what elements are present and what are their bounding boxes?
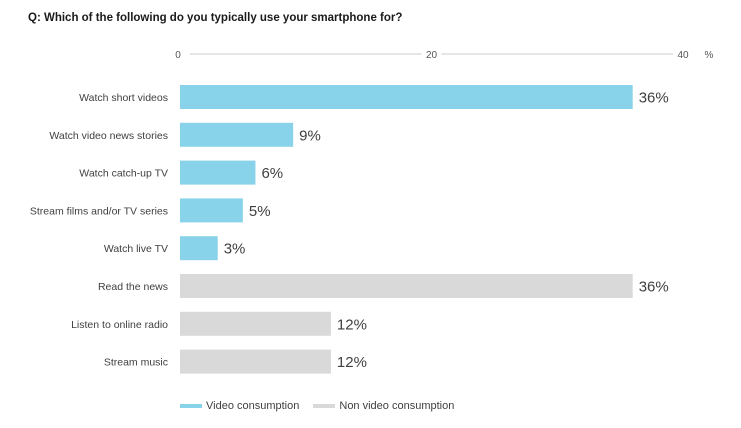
chart-title: Q: Which of the following do you typical… [28, 12, 403, 24]
category-label: Read the news [98, 281, 168, 293]
data-label: 12% [337, 316, 367, 333]
legend-label-non-video: Non video consumption [339, 400, 455, 412]
category-label: Watch live TV [104, 243, 168, 255]
x-axis-unit: % [705, 50, 714, 61]
legend-swatch-video [180, 404, 202, 408]
legend-item-video: Video consumption [180, 400, 299, 412]
chart-legend: Video consumption Non video consumption [180, 400, 454, 412]
x-tick-knockout [168, 46, 188, 60]
data-label: 3% [224, 241, 246, 258]
bar [180, 349, 331, 374]
bar [180, 198, 243, 223]
category-label: Watch catch-up TV [79, 168, 168, 180]
x-tick-label: 40 [677, 50, 689, 61]
bar [180, 85, 633, 109]
category-label: Watch short videos [79, 92, 168, 104]
x-tick-label: 0 [175, 50, 181, 61]
bar [180, 160, 256, 185]
category-label: Stream music [104, 357, 168, 369]
data-label: 5% [249, 203, 271, 220]
bar [180, 236, 218, 261]
legend-label-video: Video consumption [206, 400, 300, 412]
category-label: Listen to online radio [71, 319, 168, 331]
bar [180, 122, 294, 147]
x-tick-knockout [421, 46, 442, 60]
x-tick-knockout [673, 46, 693, 60]
data-label: 12% [337, 354, 367, 371]
bar [180, 274, 633, 298]
data-label: 36% [639, 90, 669, 107]
category-label: Stream films and/or TV series [30, 205, 168, 217]
data-label: 6% [261, 165, 283, 182]
legend-swatch-non-video [313, 404, 336, 408]
category-label: Watch video news stories [49, 130, 168, 142]
data-label: 9% [299, 127, 321, 144]
legend-item-non-video: Non video consumption [313, 400, 454, 412]
x-tick-label: 20 [426, 50, 438, 61]
bar [180, 311, 331, 336]
data-label: 36% [639, 279, 669, 296]
